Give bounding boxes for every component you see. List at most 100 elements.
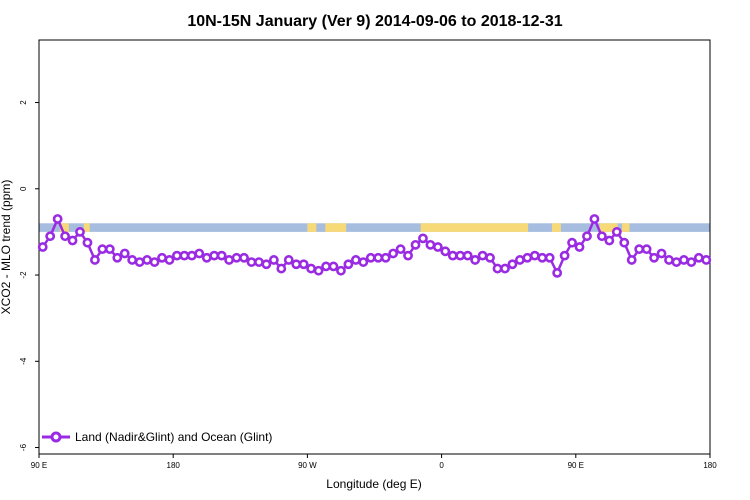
- data-point: [686, 257, 697, 267]
- data-point: [395, 244, 406, 255]
- data-point: [134, 257, 145, 267]
- y-tick-label: 0: [19, 186, 28, 191]
- data-point: [179, 250, 190, 261]
- data-point: [619, 237, 630, 248]
- data-point: [500, 263, 510, 274]
- data-point: [425, 239, 436, 250]
- data-point: [254, 257, 264, 267]
- x-tick-label: 0: [439, 461, 444, 470]
- data-point: [403, 250, 413, 261]
- data-point: [410, 239, 421, 250]
- data-point: [343, 259, 354, 270]
- data-point: [283, 255, 294, 265]
- land-segment: [59, 223, 69, 232]
- data-point: [596, 231, 607, 242]
- data-point: [261, 259, 272, 270]
- land-segment: [622, 223, 630, 232]
- data-point: [239, 252, 249, 263]
- data-point: [522, 252, 533, 263]
- x-tick-label: 90 E: [31, 461, 47, 470]
- data-point: [119, 248, 130, 259]
- data-point: [75, 227, 85, 237]
- data-point: [216, 250, 227, 261]
- data-point: [97, 244, 108, 255]
- series-layer: [37, 214, 712, 278]
- data-point: [321, 261, 331, 272]
- data-point: [567, 237, 577, 248]
- y-axis: 2 0 -2 -4 -6: [19, 100, 39, 451]
- land-segment: [325, 223, 347, 232]
- x-axis: 90 E 180 90 W 0 90 E 180: [31, 454, 717, 470]
- data-point: [664, 255, 674, 265]
- data-point: [142, 255, 153, 265]
- data-point: [641, 244, 652, 255]
- data-point: [268, 255, 279, 265]
- data-point: [492, 263, 503, 274]
- data-point: [172, 250, 182, 261]
- data-point: [679, 255, 689, 265]
- data-point: [514, 255, 525, 265]
- y-tick-label: 2: [19, 100, 28, 105]
- data-point: [634, 244, 645, 255]
- data-point: [626, 255, 637, 265]
- data-point: [45, 231, 56, 242]
- data-point: [477, 250, 488, 261]
- data-point: [582, 231, 592, 242]
- data-point: [455, 250, 466, 261]
- data-point: [544, 252, 555, 263]
- y-tick-label: -2: [19, 271, 28, 279]
- data-point: [462, 250, 473, 261]
- chart-title: 10N-15N January (Ver 9) 2014-09-06 to 20…: [187, 13, 562, 30]
- data-point: [671, 257, 682, 267]
- data-point: [432, 242, 443, 252]
- data-point: [90, 255, 100, 265]
- x-tick-label: 180: [167, 461, 181, 470]
- data-point: [373, 252, 384, 263]
- legend-label: Land (Nadir&Glint) and Ocean (Glint): [75, 430, 272, 444]
- data-point: [589, 214, 600, 224]
- data-point: [507, 259, 518, 270]
- ocean-band: [39, 223, 710, 232]
- legend: Land (Nadir&Glint) and Ocean (Glint): [42, 430, 272, 444]
- data-point: [656, 248, 667, 259]
- data-point: [306, 263, 317, 274]
- data-point: [365, 252, 376, 263]
- data-point: [447, 250, 458, 261]
- data-point: [440, 246, 451, 257]
- data-point: [157, 252, 167, 263]
- data-point: [194, 248, 205, 259]
- data-point: [418, 233, 428, 244]
- y-axis-label: XCO2 - MLO trend (ppm): [0, 180, 13, 315]
- data-point: [60, 231, 70, 242]
- data-point: [611, 227, 622, 237]
- data-point: [485, 252, 495, 263]
- data-point: [224, 255, 235, 265]
- data-point: [82, 237, 93, 248]
- data-point: [104, 244, 115, 255]
- data-point: [388, 248, 399, 259]
- data-point: [358, 257, 369, 267]
- land-segment: [420, 223, 529, 232]
- data-point: [112, 252, 123, 263]
- data-point: [380, 252, 391, 263]
- data-point: [552, 267, 563, 278]
- x-axis-label: Longitude (deg E): [326, 477, 421, 491]
- data-point: [246, 257, 257, 267]
- data-point: [209, 250, 220, 261]
- data-point: [574, 242, 585, 252]
- data-point: [201, 252, 212, 263]
- data-point: [693, 252, 704, 263]
- data-point: [186, 250, 197, 261]
- data-point: [470, 255, 481, 265]
- data-point: [537, 252, 548, 263]
- x-tick-label: 180: [703, 461, 717, 470]
- data-point: [313, 265, 324, 276]
- data-point: [276, 263, 287, 274]
- data-point: [559, 250, 570, 261]
- y-tick-label: -4: [19, 357, 28, 365]
- data-point: [67, 235, 78, 246]
- data-point: [529, 250, 540, 261]
- land-segment: [307, 223, 317, 232]
- data-point: [164, 255, 175, 265]
